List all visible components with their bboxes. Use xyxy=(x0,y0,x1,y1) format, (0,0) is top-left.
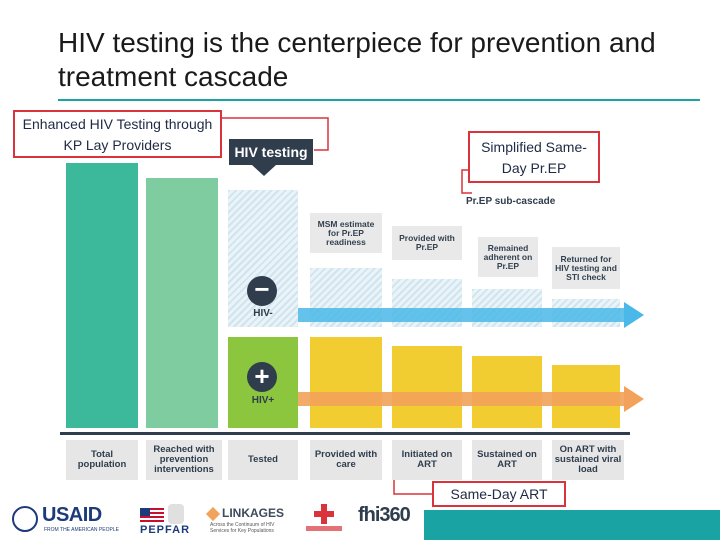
ribbon-icon xyxy=(168,504,184,524)
title-divider xyxy=(58,99,700,101)
prep-subcascade-label: Pr.EP sub-cascade xyxy=(466,196,556,207)
plus-icon: + xyxy=(247,362,277,392)
category-provided-care: Provided with care xyxy=(310,440,382,480)
hiv-testing-label: HIV testing xyxy=(234,144,308,160)
red-cross-icon xyxy=(314,504,334,524)
usaid-logo: USAID xyxy=(42,504,102,526)
footer-accent-block xyxy=(424,510,720,540)
prep-arrow xyxy=(298,302,644,328)
red-cross-text-mark xyxy=(306,526,342,531)
bar-reached xyxy=(146,178,218,428)
category-viral-load: On ART with sustained viral load xyxy=(552,440,624,480)
callout-same-day-art: Same-Day ART xyxy=(432,481,566,507)
treatment-arrow xyxy=(298,386,644,412)
category-tested: Tested xyxy=(228,440,298,480)
pepfar-logo: PEPFAR xyxy=(140,524,191,536)
logo-footer: USAID FROM THE AMERICAN PEOPLE PEPFAR LI… xyxy=(0,498,720,540)
prep-tag-adherent: Remained adherent on Pr.EP xyxy=(478,237,538,277)
usaid-tagline: FROM THE AMERICAN PEOPLE xyxy=(44,527,119,533)
category-sustained-art: Sustained on ART xyxy=(472,440,542,480)
bar-total-population xyxy=(66,163,138,428)
cascade-baseline xyxy=(60,432,630,435)
category-reached: Reached with prevention interventions xyxy=(146,440,222,480)
category-total-population: Total population xyxy=(66,440,138,480)
page-title: HIV testing is the centerpiece for preve… xyxy=(58,27,656,92)
prep-tag-provided: Provided with Pr.EP xyxy=(392,226,462,260)
fhi360-logo: fhi360 xyxy=(358,504,411,526)
hiv-testing-pointer xyxy=(252,165,276,176)
flag-icon xyxy=(140,508,164,522)
category-initiated-art: Initiated on ART xyxy=(392,440,462,480)
hiv-testing-label-box: HIV testing xyxy=(229,139,313,165)
minus-icon: − xyxy=(247,276,277,306)
linkages-icon xyxy=(205,506,221,522)
bar-initiated-art xyxy=(392,346,462,428)
prep-tag-returned: Returned for HIV testing and STI check xyxy=(552,247,620,289)
linkages-tagline: Across the Continuum of HIV Services for… xyxy=(210,522,275,534)
hiv-negative-label: HIV- xyxy=(253,308,273,319)
callout-enhanced-testing: Enhanced HIV Testing through KP Lay Prov… xyxy=(13,110,222,158)
usaid-seal-icon xyxy=(12,506,38,532)
hiv-positive-label: HIV+ xyxy=(251,395,275,406)
linkages-logo: LINKAGES xyxy=(222,506,285,520)
callout-simplified-prep: Simplified Same-Day Pr.EP xyxy=(468,131,600,183)
bar-provided-care xyxy=(310,337,382,428)
prep-tag-readiness: MSM estimate for Pr.EP readiness xyxy=(310,213,382,253)
